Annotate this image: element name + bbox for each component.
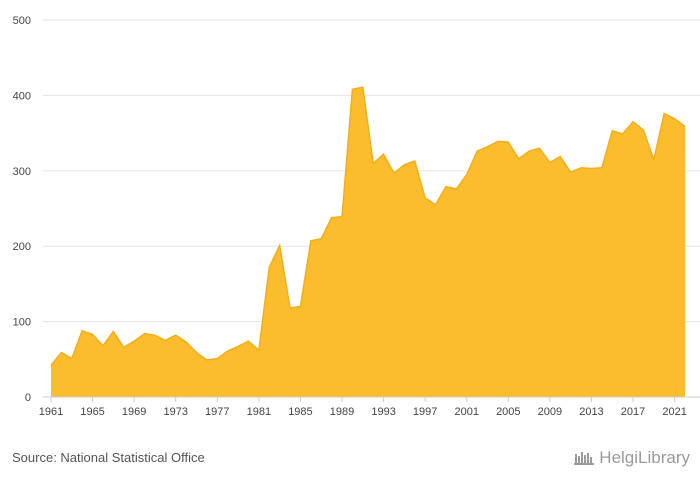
x-tick-label: 2013 <box>579 406 603 418</box>
source-note: Source: National Statistical Office <box>12 450 205 465</box>
logo-text: HelgiLibrary <box>599 448 690 467</box>
x-tick-label: 2001 <box>454 406 478 418</box>
x-tick-label: 1981 <box>247 406 271 418</box>
x-tick-label: 1961 <box>39 406 63 418</box>
y-axis: 0 100 200 300 400 500 <box>13 15 31 404</box>
x-tick-label: 1973 <box>163 406 187 418</box>
x-tick-label: 2017 <box>621 406 645 418</box>
area-series <box>50 86 686 398</box>
y-tick-label: 500 <box>13 15 31 27</box>
x-tick-label: 1985 <box>288 406 312 418</box>
area-fill <box>51 87 685 398</box>
x-tick-label: 1993 <box>371 406 395 418</box>
y-tick-label: 300 <box>13 166 31 178</box>
x-tick-label: 2021 <box>662 406 686 418</box>
x-axis: 1961 1965 1969 1973 1977 1981 1985 1989 1993 1997… <box>39 396 700 418</box>
x-tick-label: 1969 <box>122 406 146 418</box>
y-tick-label: 400 <box>13 90 31 102</box>
x-tick-label: 1965 <box>80 406 104 418</box>
y-tick-label: 100 <box>13 317 31 329</box>
x-tick-label: 1997 <box>413 406 437 418</box>
area-line <box>50 86 686 366</box>
x-tick-label: 1977 <box>205 406 229 418</box>
helgilibrary-logo[interactable]: HelgiLibrary <box>573 446 690 470</box>
x-tick-label: 2005 <box>496 406 520 418</box>
area-chart: 1961 1965 1969 1973 1977 1981 1985 1989 1993 1997… <box>13 15 700 418</box>
library-icon <box>574 452 595 465</box>
y-tick-label: 0 <box>25 392 31 404</box>
x-tick-label: 2009 <box>538 406 562 418</box>
y-tick-label: 200 <box>13 241 31 253</box>
x-tick-label: 1989 <box>330 406 354 418</box>
